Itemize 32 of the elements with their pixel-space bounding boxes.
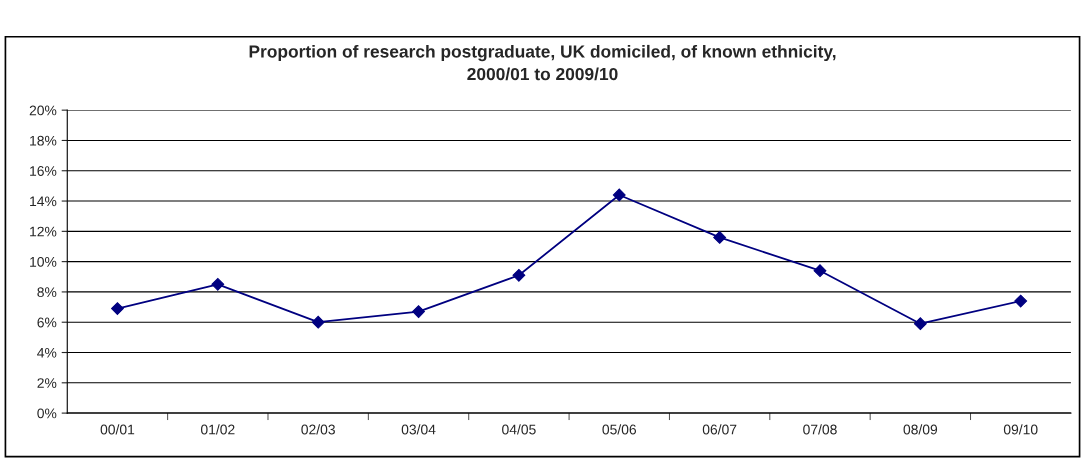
y-tick-label: 2% [37, 378, 57, 388]
point [512, 268, 526, 282]
point [1014, 294, 1028, 308]
point [813, 264, 827, 278]
x-tick-label: 02/03 [301, 424, 335, 435]
y-tick-label: 10% [30, 256, 57, 267]
y-tick-label: 8% [37, 287, 57, 298]
x-tick-label: 04/05 [502, 424, 536, 435]
point [612, 188, 626, 202]
point [311, 315, 325, 329]
x-tick-label: 00/01 [100, 424, 135, 435]
x-tick-label: 07/08 [803, 424, 837, 435]
y-tick-label: 20% [29, 105, 57, 116]
point [211, 277, 225, 291]
x-tick-label: 01/02 [200, 424, 235, 435]
y-tick-label: 6% [37, 317, 57, 328]
point [713, 230, 727, 244]
y-tick-label: 18% [30, 135, 57, 146]
x-tick-label: 09/10 [1003, 424, 1038, 435]
x-tick-label: 08/09 [903, 424, 938, 435]
y-tick-label: 16% [30, 166, 57, 176]
chart-title: Proportion of research postgraduate, UK domiciled, of known ethnicity, 2000/01 to 2009/10 [249, 44, 836, 81]
x-tick-label: 05/06 [602, 424, 637, 435]
x-tick-label: 03/04 [401, 424, 436, 435]
point [913, 317, 927, 331]
point [412, 305, 425, 319]
point [111, 302, 124, 315]
y-tick-label: 4% [37, 347, 57, 358]
y-tick-label: 12% [30, 226, 57, 237]
x-tick-label: 06/07 [702, 424, 737, 435]
y-tick-label: 0% [37, 408, 57, 419]
y-tick-label: 14% [30, 196, 57, 207]
